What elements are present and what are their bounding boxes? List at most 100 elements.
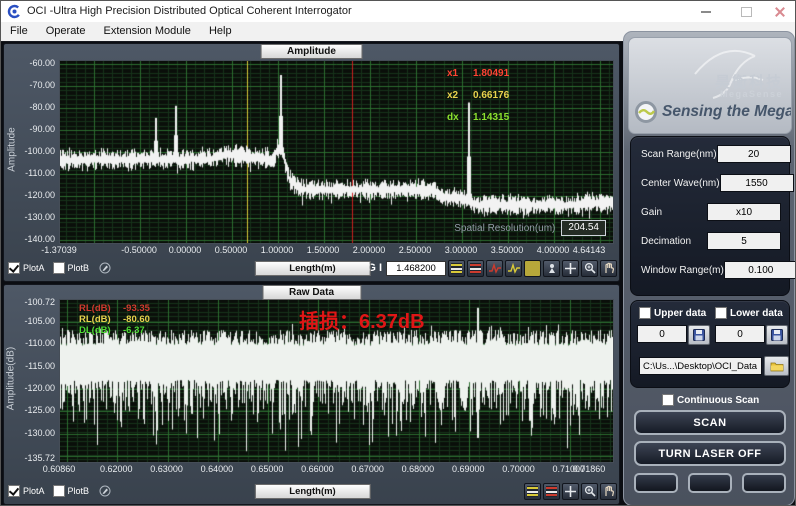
y-tick-label: -100.72 xyxy=(24,297,55,307)
floppy-save-icon xyxy=(771,329,783,341)
save-path-input[interactable] xyxy=(639,357,762,375)
lower-data-checkbox[interactable] xyxy=(715,307,727,319)
highlight-tool-icon[interactable] xyxy=(524,259,541,277)
setting-window-range: Window Range(m) xyxy=(641,261,795,279)
amplitude-plot-title: Amplitude xyxy=(260,44,363,59)
x-tick-label: 0.63000 xyxy=(150,464,183,474)
aux-button-2[interactable] xyxy=(688,473,732,493)
data-save-section: Upper data Lower data xyxy=(630,300,790,388)
y-tick-label: -70.00 xyxy=(29,80,55,90)
x-tick-label: 3.50000 xyxy=(490,245,524,255)
browse-folder-button[interactable] xyxy=(764,356,789,376)
x-tick-label: 0.00000 xyxy=(168,245,202,255)
y-tick-label: -130.00 xyxy=(24,212,55,222)
y-tick-label: -90.00 xyxy=(29,124,55,134)
aux-button-3[interactable] xyxy=(742,473,786,493)
upper-data-input[interactable] xyxy=(637,325,687,343)
y-tick-label: -105.00 xyxy=(24,316,55,327)
plota-label: PlotA xyxy=(23,263,45,273)
pen-icon[interactable] xyxy=(99,485,111,497)
continuous-scan-checkbox[interactable] xyxy=(662,394,674,406)
window-range-input[interactable] xyxy=(723,261,795,279)
window-minimize-button[interactable] xyxy=(689,1,723,22)
gain-input[interactable] xyxy=(707,203,781,221)
x-tick-label: 4.00000 xyxy=(536,245,570,255)
brand-chinese-name: 昊衡科技 xyxy=(714,74,783,91)
lower-data-input[interactable] xyxy=(715,325,765,343)
pan-hand-tool-icon[interactable] xyxy=(600,482,617,500)
maximize-icon xyxy=(740,6,752,17)
raw-data-plot-title: Raw Data xyxy=(261,285,362,300)
zoom-tool-icon[interactable] xyxy=(581,482,598,500)
x-tick-label: 0.71860 xyxy=(572,464,606,474)
brand-english-name: MegaSense xyxy=(719,89,783,99)
crosshair-tool-icon[interactable] xyxy=(562,482,579,500)
window-maximize-button[interactable] xyxy=(729,1,763,22)
y-tick-label: -60.00 xyxy=(29,58,55,68)
app-icon xyxy=(7,4,22,19)
x-tick-label: 0.69000 xyxy=(451,464,485,474)
plota-checkbox[interactable] xyxy=(8,485,20,497)
floppy-save-icon xyxy=(693,329,705,341)
setting-decimation: Decimation xyxy=(641,232,781,250)
x-tick-label: 2.00000 xyxy=(352,245,386,255)
title-bar: OCI -Ultra High Precision Distributed Op… xyxy=(1,1,795,23)
menu-extension-module[interactable]: Extension Module xyxy=(103,25,191,37)
menu-file[interactable]: File xyxy=(10,25,28,37)
raw-data-x-axis-label: Length(m) xyxy=(254,483,371,499)
cursor-style-yellow-icon[interactable] xyxy=(524,482,541,500)
scan-range-input[interactable] xyxy=(716,145,791,163)
brand-slogan: Sensing the Mega xyxy=(662,103,792,120)
plota-checkbox[interactable] xyxy=(8,262,20,274)
x-tick-label: 0.67000 xyxy=(351,464,384,474)
cursor-move-tool-icon[interactable] xyxy=(543,259,560,277)
plotb-checkbox[interactable] xyxy=(52,262,65,274)
zoom-tool-icon[interactable] xyxy=(581,259,598,277)
x-tick-label: 0.64000 xyxy=(200,464,234,474)
save-lower-button[interactable] xyxy=(766,325,788,345)
crosshair-tool-icon[interactable] xyxy=(562,259,579,277)
cursor-style-red-icon[interactable] xyxy=(543,482,560,500)
menu-operate[interactable]: Operate xyxy=(45,25,86,37)
aux-button-1[interactable] xyxy=(634,473,678,493)
y-tick-label: -100.00 xyxy=(24,146,55,156)
x-tick-label: -0.50000 xyxy=(121,245,157,255)
lower-data-row: Lower data xyxy=(715,307,783,319)
y-tick-label: -125.00 xyxy=(24,405,55,416)
megasense-logo-icon xyxy=(635,101,657,123)
decimation-input[interactable] xyxy=(707,232,781,250)
setting-center-wave: Center Wave(nm) xyxy=(641,174,794,192)
waveform-red-icon[interactable] xyxy=(486,259,503,277)
menu-help[interactable]: Help xyxy=(208,25,232,37)
raw-data-plot-canvas[interactable] xyxy=(59,299,614,463)
x-tick-label: 0.70000 xyxy=(502,464,535,474)
x-tick-label: 2.50000 xyxy=(398,245,432,255)
y-tick-label: -115.00 xyxy=(25,360,55,371)
pan-hand-tool-icon[interactable] xyxy=(600,259,617,277)
scan-button[interactable]: SCAN xyxy=(634,410,786,435)
x-tick-label: 0.50000 xyxy=(214,245,248,255)
center-wave-input[interactable] xyxy=(719,174,794,192)
menu-bar: File Operate Extension Module Help xyxy=(1,22,795,42)
x-tick-label: 0.65000 xyxy=(250,464,284,474)
window-close-button[interactable] xyxy=(763,1,795,22)
cursor-style-yellow-icon[interactable] xyxy=(448,259,465,277)
amplitude-plot-canvas[interactable] xyxy=(59,60,614,244)
amplitude-plot-toolbar: PlotA PlotB Length(m) G I xyxy=(8,258,617,278)
raw-data-y-axis-label: Amplitude(dB) xyxy=(5,346,17,411)
waveform-yellow-icon[interactable] xyxy=(505,259,522,277)
gi-value-input[interactable] xyxy=(386,260,446,276)
setting-scan-range: Scan Range(nm) xyxy=(641,145,791,163)
cursor-style-red-icon[interactable] xyxy=(467,259,484,277)
save-upper-button[interactable] xyxy=(688,325,710,345)
setting-gain: Gain xyxy=(641,203,781,221)
amplitude-plot-panel: Amplitude Amplitude -60.00 -70.00 -80.00 -9… xyxy=(3,43,620,282)
plotb-checkbox[interactable] xyxy=(52,485,65,497)
y-tick-label: -110.00 xyxy=(25,338,55,349)
plotb-label: PlotB xyxy=(67,263,90,273)
pen-icon[interactable] xyxy=(99,262,111,274)
x-tick-label: 0.62000 xyxy=(100,464,133,474)
upper-data-checkbox[interactable] xyxy=(639,307,651,319)
turn-laser-off-button[interactable]: TURN LASER OFF xyxy=(634,441,786,466)
